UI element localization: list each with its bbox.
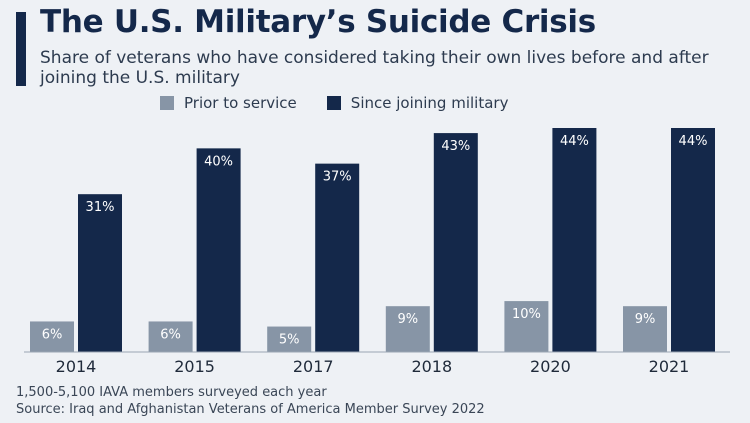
bar-since-2015 [196, 148, 241, 352]
legend-swatch-since [326, 96, 341, 110]
value-label-since-2015: 40% [204, 154, 233, 169]
x-tick-label-2020: 2020 [530, 357, 571, 376]
value-label-since-2014: 31% [86, 200, 115, 215]
source-note: Source: Iraq and Afghanistan Veterans of… [16, 402, 485, 417]
value-label-prior-2015: 6% [160, 327, 181, 342]
title-accent-bar [16, 12, 26, 86]
bar-prior-2014 [30, 321, 74, 352]
bar-prior-2017 [267, 326, 312, 352]
legend: Prior to service Since joining military [160, 94, 538, 112]
bar-since-2021 [671, 128, 715, 352]
value-label-prior-2021: 9% [635, 312, 656, 327]
bar-chart: 6% 31% 2014 6% 40% 2015 5% 37% 2017 9% 43% 2018 10% 4… [24, 128, 730, 376]
value-label-prior-2020: 10% [512, 307, 541, 322]
legend-label-since: Since joining military [350, 94, 509, 112]
value-label-prior-2014: 6% [42, 327, 63, 342]
bar-prior-2021 [623, 306, 667, 352]
legend-label-prior: Prior to service [184, 94, 297, 112]
legend-item-since: Since joining military [326, 94, 509, 112]
bar-since-2020 [552, 128, 597, 352]
chart-title: The U.S. Military’s Suicide Crisis [40, 4, 596, 40]
x-tick-label-2015: 2015 [174, 357, 215, 376]
bar-since-2017 [315, 163, 360, 352]
x-tick-label-2014: 2014 [56, 357, 97, 376]
bar-prior-2020 [504, 301, 549, 352]
value-label-since-2017: 37% [323, 170, 352, 185]
legend-item-prior: Prior to service [160, 94, 297, 112]
bar-since-2018 [433, 133, 478, 352]
value-label-since-2021: 44% [679, 134, 708, 149]
survey-note: 1,500-5,100 IAVA members surveyed each y… [16, 385, 327, 400]
legend-swatch-prior [160, 96, 174, 110]
value-label-prior-2017: 5% [279, 333, 300, 348]
value-label-prior-2018: 9% [397, 312, 418, 327]
x-tick-label-2021: 2021 [649, 357, 690, 376]
chart-subtitle: Share of veterans who have considered ta… [40, 48, 709, 88]
bar-prior-2018 [385, 306, 430, 352]
bar-prior-2015 [148, 321, 193, 352]
value-label-since-2020: 44% [560, 134, 589, 149]
x-tick-label-2017: 2017 [293, 357, 334, 376]
value-label-since-2018: 43% [441, 139, 470, 154]
bar-since-2014 [78, 194, 122, 352]
x-tick-label-2018: 2018 [411, 357, 452, 376]
